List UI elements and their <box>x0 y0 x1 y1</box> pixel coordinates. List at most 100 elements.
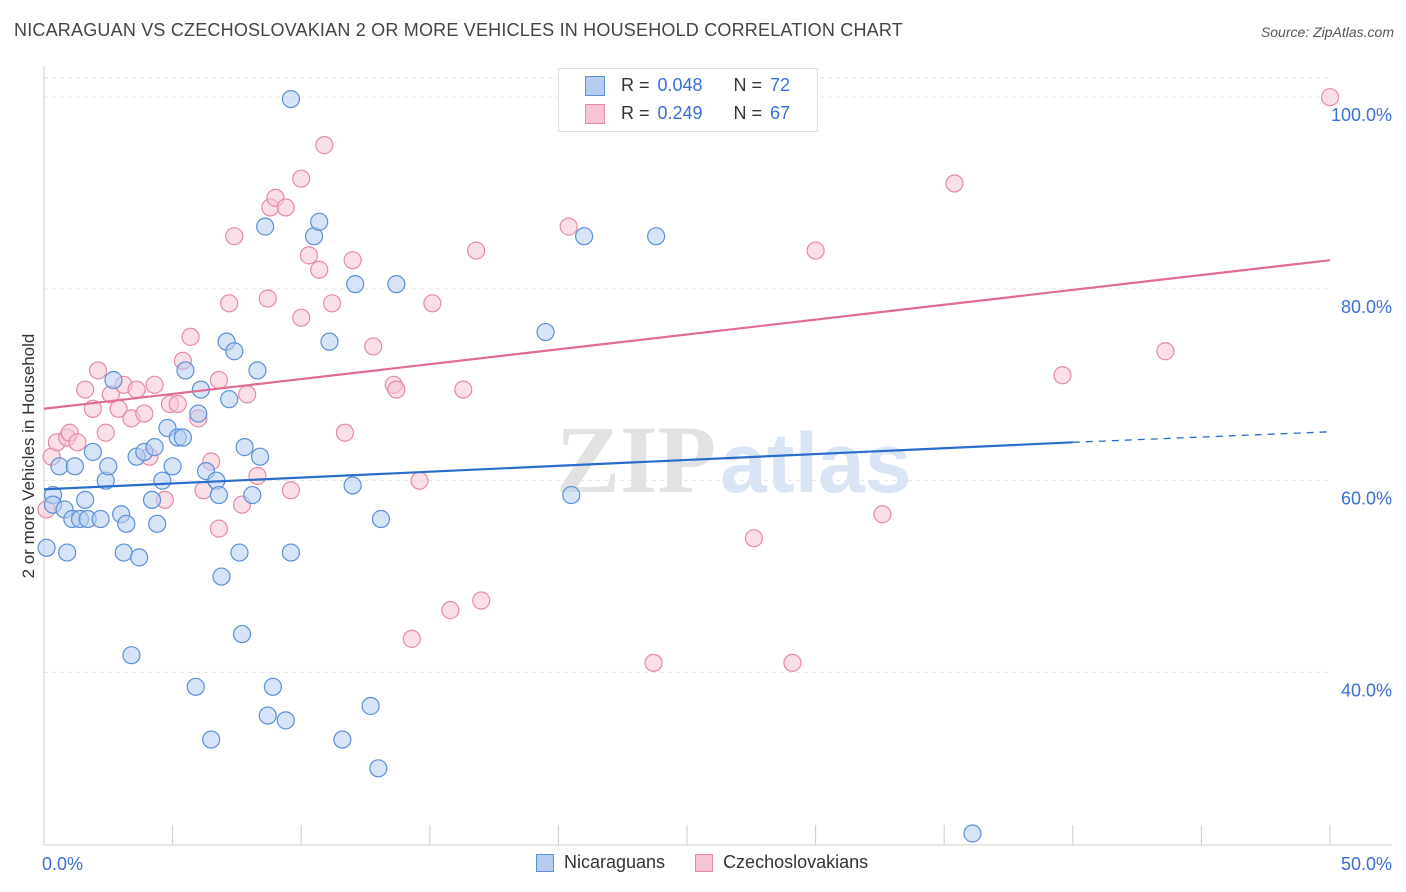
nicaraguans-points <box>37 89 982 843</box>
n-label: N = <box>733 75 763 95</box>
r-value: 0.249 <box>657 103 703 123</box>
n-value: 72 <box>770 75 791 95</box>
y-tick-label: 60.0% <box>1341 489 1392 509</box>
czechoslovakian-point <box>209 519 228 538</box>
nicaraguan-point <box>387 275 406 294</box>
nicaraguan-point <box>281 89 301 109</box>
nicaraguan-point <box>562 485 581 505</box>
czechoslovakian-point <box>387 380 406 399</box>
czechoslovakian-point <box>220 294 239 313</box>
czechoslovakian-point <box>238 385 257 404</box>
czechoslovakian-point <box>96 423 115 442</box>
nicaraguan-point <box>202 730 221 749</box>
x-tick-label: 50.0% <box>1341 854 1392 874</box>
czechoslovakians-swatch <box>585 103 605 124</box>
nicaraguan-point <box>963 824 982 843</box>
nicaraguan-point <box>225 342 244 361</box>
r-label: R = <box>621 103 650 123</box>
czechoslovakian-point <box>423 294 442 313</box>
czechoslovakian-point <box>644 653 663 672</box>
nicaraguan-point <box>148 514 167 533</box>
czechoslovakian-point <box>68 433 87 452</box>
nicaraguan-point <box>361 696 380 716</box>
czechoslovakian-point <box>292 308 311 327</box>
czechoslovakian-point <box>322 294 342 313</box>
source-label: Source: ZipAtlas.com <box>1260 24 1394 40</box>
legend-item-nicaraguans[interactable]: Nicaraguans <box>536 852 665 873</box>
czechoslovakian-point <box>135 404 154 423</box>
stats-row-czechoslovakians: R = 0.249 N = 67 <box>585 103 790 124</box>
czechoslovakian-point <box>168 394 187 414</box>
n-label: N = <box>733 103 763 123</box>
czechoslovakian-point <box>88 361 108 380</box>
nicaraguan-point <box>281 543 301 562</box>
nicaraguan-point <box>104 370 123 390</box>
stats-legend: R = 0.048 N = 72 R = 0.249 N = 67 <box>558 68 818 132</box>
nicaraguan-point <box>65 457 84 476</box>
y-tick-label: 40.0% <box>1341 680 1392 700</box>
nicaraguan-point <box>343 476 362 495</box>
czechoslovakian-point <box>945 174 964 193</box>
czechoslovakian-point <box>299 246 319 265</box>
nicaraguan-point <box>209 485 228 505</box>
nicaraguan-point <box>37 538 56 557</box>
y-axis-title: 2 or more Vehicles in Household <box>19 334 38 579</box>
nicaraguan-point <box>91 509 110 529</box>
y-tick-label: 80.0% <box>1341 297 1392 317</box>
watermark-atlas: atlas <box>720 416 911 510</box>
czechoslovakian-point <box>258 289 277 308</box>
r-value: 0.048 <box>657 75 703 95</box>
czechoslovakians-trend-line <box>43 259 1331 410</box>
czechoslovakian-point <box>1053 366 1072 385</box>
nicaraguan-point <box>235 438 254 457</box>
nicaraguan-point <box>163 457 182 476</box>
czechoslovakian-point <box>466 241 486 260</box>
nicaraguan-point <box>310 212 329 231</box>
nicaraguan-point <box>176 361 195 380</box>
nicaraguan-point <box>320 332 339 351</box>
nicaraguan-point <box>58 543 77 562</box>
czechoslovakian-point <box>472 591 491 610</box>
nicaraguan-point <box>173 428 192 447</box>
nicaraguan-point <box>83 442 102 462</box>
nicaraguan-point <box>232 624 252 644</box>
nicaraguan-point <box>130 548 149 567</box>
czechoslovakian-point <box>1156 342 1175 361</box>
nicaraguan-point <box>263 677 283 696</box>
czechoslovakian-point <box>145 375 164 394</box>
legend-label-nicaraguans: Nicaraguans <box>564 852 666 872</box>
czechoslovakian-point <box>559 217 578 236</box>
nicaraguan-point <box>189 404 208 423</box>
czechoslovakian-point <box>281 481 301 500</box>
nicaraguan-point <box>142 490 162 509</box>
czechoslovakian-point <box>181 327 200 346</box>
czechoslovakian-point <box>76 380 95 399</box>
czechoslovakian-point <box>1320 88 1340 107</box>
nicaraguan-point <box>76 490 95 509</box>
nicaraguan-point <box>248 361 267 380</box>
n-value: 67 <box>770 103 791 123</box>
nicaraguan-point <box>346 275 365 294</box>
legend-item-czechoslovakians[interactable]: Czechoslovakians <box>695 852 868 873</box>
nicaraguan-point <box>276 711 295 730</box>
x-tick-label: 0.0% <box>42 854 83 874</box>
czechoslovakian-point <box>873 505 892 524</box>
r-label: R = <box>621 75 650 95</box>
nicaraguans-trend-line <box>43 441 1073 491</box>
nicaraguan-point <box>536 322 555 342</box>
nicaraguans-trend-extension <box>1072 431 1331 443</box>
nicaraguan-point <box>250 447 270 466</box>
nicaraguan-point <box>117 514 136 533</box>
legend-label-czechoslovakians: Czechoslovakians <box>723 852 869 872</box>
axis-labels: 40.0% 60.0% 80.0% 100.0% 0.0% 50.0% 2 or more … <box>19 105 1392 874</box>
czechoslovakians-legend-swatch <box>695 853 714 872</box>
czechoslovakian-point <box>441 601 460 620</box>
nicaraguans-legend-swatch <box>536 853 554 872</box>
nicaraguan-point <box>186 677 205 696</box>
czechoslovakians-points <box>37 88 1340 672</box>
czechoslovakian-point <box>806 241 825 260</box>
chart-title: NICARAGUAN VS CZECHOSLOVAKIAN 2 OR MORE … <box>14 20 903 40</box>
nicaraguan-point <box>256 217 275 236</box>
trend-lines <box>43 259 1331 491</box>
